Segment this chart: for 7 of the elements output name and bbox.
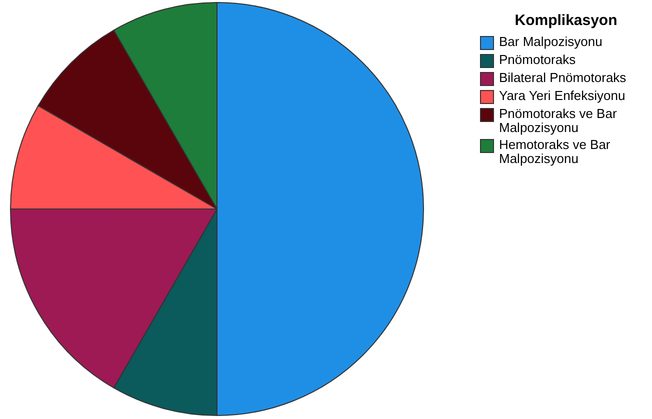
legend-label: Hemotoraks ve Bar Malpozisyonu xyxy=(499,137,612,166)
legend-label: Bar Malpozisyonu xyxy=(499,34,602,49)
legend-title: Komplikasyon xyxy=(514,12,618,29)
legend-label: Pnömotoraks xyxy=(499,52,576,67)
legend-label: Bilateral Pnömotoraks xyxy=(499,70,626,85)
legend-label: Yara Yeri Enfeksiyonu xyxy=(499,88,626,103)
legend-label: Pnömotoraks ve Bar Malpozisyonu xyxy=(499,106,618,135)
